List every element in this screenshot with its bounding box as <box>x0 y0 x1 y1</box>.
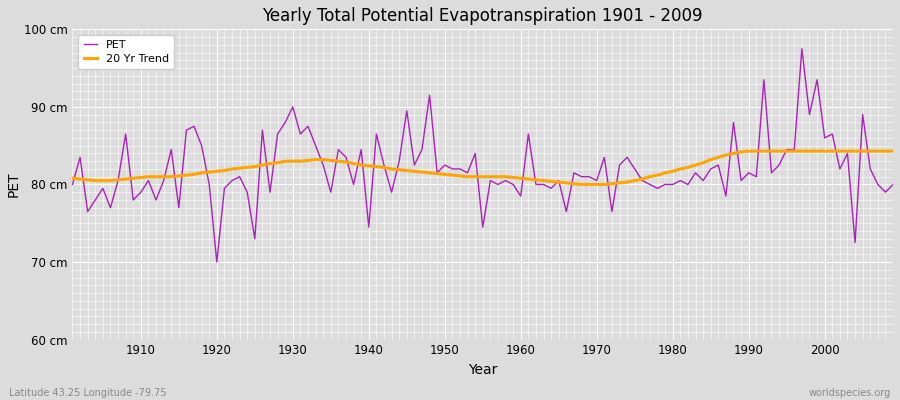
20 Yr Trend <box>516 176 526 181</box>
20 Yr Trend <box>614 180 625 185</box>
PET <box>68 182 78 187</box>
20 Yr Trend <box>295 159 306 164</box>
PET <box>348 182 359 187</box>
20 Yr Trend <box>128 176 139 181</box>
20 Yr Trend <box>887 149 898 154</box>
PET <box>796 46 807 51</box>
20 Yr Trend <box>576 182 587 187</box>
PET <box>212 260 222 264</box>
PET <box>887 182 898 187</box>
Text: worldspecies.org: worldspecies.org <box>809 388 891 398</box>
20 Yr Trend <box>340 160 351 164</box>
X-axis label: Year: Year <box>468 363 498 377</box>
PET <box>516 194 526 198</box>
PET <box>302 124 313 129</box>
20 Yr Trend <box>68 176 78 181</box>
Y-axis label: PET: PET <box>7 172 21 197</box>
PET <box>128 198 139 202</box>
Title: Yearly Total Potential Evapotranspiration 1901 - 2009: Yearly Total Potential Evapotranspiratio… <box>263 7 703 25</box>
PET <box>523 132 534 136</box>
PET <box>614 163 625 168</box>
Text: Latitude 43.25 Longitude -79.75: Latitude 43.25 Longitude -79.75 <box>9 388 166 398</box>
Legend: PET, 20 Yr Trend: PET, 20 Yr Trend <box>78 35 175 70</box>
Line: PET: PET <box>73 49 893 262</box>
20 Yr Trend <box>508 175 518 180</box>
Line: 20 Yr Trend: 20 Yr Trend <box>73 151 893 184</box>
20 Yr Trend <box>743 149 754 154</box>
